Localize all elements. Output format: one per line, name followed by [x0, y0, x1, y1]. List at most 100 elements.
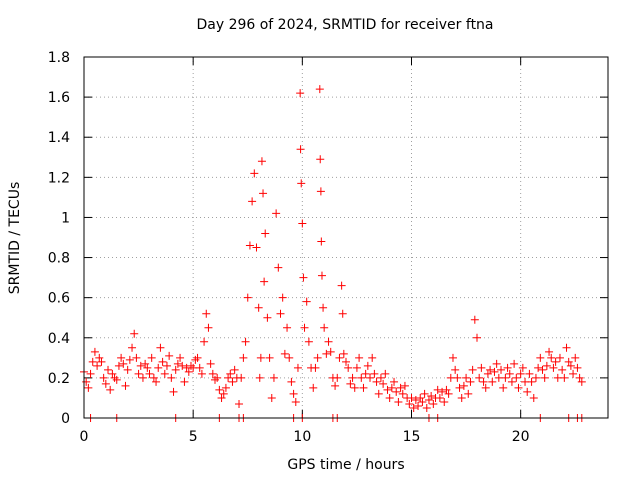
data-point	[97, 357, 106, 366]
data-point	[237, 373, 246, 382]
data-point	[337, 281, 346, 290]
data-point	[346, 379, 355, 388]
data-point	[414, 401, 423, 410]
data-point	[571, 353, 580, 362]
data-point	[438, 387, 447, 396]
data-point	[215, 385, 224, 394]
data-point	[256, 353, 265, 362]
data-point	[245, 241, 254, 250]
data-point	[326, 347, 335, 356]
data-point	[547, 353, 556, 362]
data-point	[254, 303, 263, 312]
data-point	[516, 369, 525, 378]
data-point	[160, 369, 169, 378]
data-point	[123, 365, 132, 374]
data-point	[299, 273, 308, 282]
data-point	[333, 373, 342, 382]
data-point	[433, 385, 442, 394]
data-point	[510, 359, 519, 368]
data-point	[392, 387, 401, 396]
data-point	[316, 155, 325, 164]
data-point	[304, 337, 313, 346]
data-point	[486, 365, 495, 374]
data-point	[545, 347, 554, 356]
data-point	[507, 377, 516, 386]
data-point	[195, 363, 204, 372]
data-point	[342, 357, 350, 366]
data-point	[178, 361, 187, 370]
data-point	[357, 373, 366, 382]
data-point	[226, 369, 235, 378]
data-point	[235, 399, 244, 408]
data-point	[154, 363, 163, 372]
data-point	[110, 373, 119, 382]
data-point	[300, 323, 309, 332]
data-point	[158, 357, 167, 366]
data-point	[577, 377, 586, 386]
data-point	[257, 157, 266, 166]
data-point	[267, 393, 276, 402]
data-point	[221, 383, 230, 392]
data-point	[324, 337, 333, 346]
data-point	[455, 383, 464, 392]
data-point	[293, 363, 302, 372]
x-tick-label: 20	[512, 429, 530, 445]
data-point	[540, 373, 549, 382]
data-point	[383, 385, 392, 394]
data-point	[418, 397, 427, 406]
data-point	[440, 397, 449, 406]
x-axis-label: GPS time / hours	[287, 457, 405, 473]
data-point	[527, 377, 536, 386]
data-point	[84, 383, 93, 392]
data-point	[108, 369, 117, 378]
data-point	[316, 187, 325, 196]
y-tick-label: 0.4	[48, 331, 70, 347]
data-point	[429, 399, 438, 408]
data-point	[575, 373, 584, 382]
data-point	[468, 365, 477, 374]
data-point	[276, 309, 285, 318]
data-point	[394, 397, 403, 406]
y-tick-label: 1.2	[48, 170, 70, 186]
data-point	[255, 373, 264, 382]
data-point	[309, 383, 318, 392]
data-point	[503, 363, 512, 372]
data-point	[416, 393, 425, 402]
plot-frame	[83, 56, 609, 419]
data-point	[296, 89, 305, 98]
data-point	[313, 353, 322, 362]
data-point	[289, 389, 298, 398]
data-point	[283, 323, 292, 332]
y-tick-label: 0.6	[48, 291, 70, 307]
data-point	[405, 399, 414, 408]
data-point	[492, 359, 501, 368]
data-point	[261, 229, 270, 238]
data-point	[285, 353, 294, 362]
data-point	[518, 363, 527, 372]
data-point	[296, 145, 305, 154]
data-point	[536, 353, 545, 362]
data-point	[114, 361, 123, 370]
data-point	[248, 197, 257, 206]
data-point	[315, 85, 324, 94]
data-point	[372, 377, 381, 386]
data-point	[206, 359, 215, 368]
data-point	[230, 365, 239, 374]
data-point	[274, 263, 283, 272]
data-point	[363, 361, 372, 370]
data-point	[512, 373, 521, 382]
data-point	[167, 373, 176, 382]
data-point	[344, 363, 353, 372]
data-point	[298, 219, 307, 228]
data-point	[180, 377, 189, 386]
data-point	[424, 395, 433, 404]
data-point	[464, 389, 473, 398]
data-point	[400, 381, 409, 390]
data-point	[501, 373, 510, 382]
data-point	[505, 369, 514, 378]
data-point	[250, 169, 259, 178]
data-point	[95, 353, 104, 362]
data-point	[169, 387, 178, 396]
data-point	[319, 303, 328, 312]
data-point	[213, 373, 222, 382]
